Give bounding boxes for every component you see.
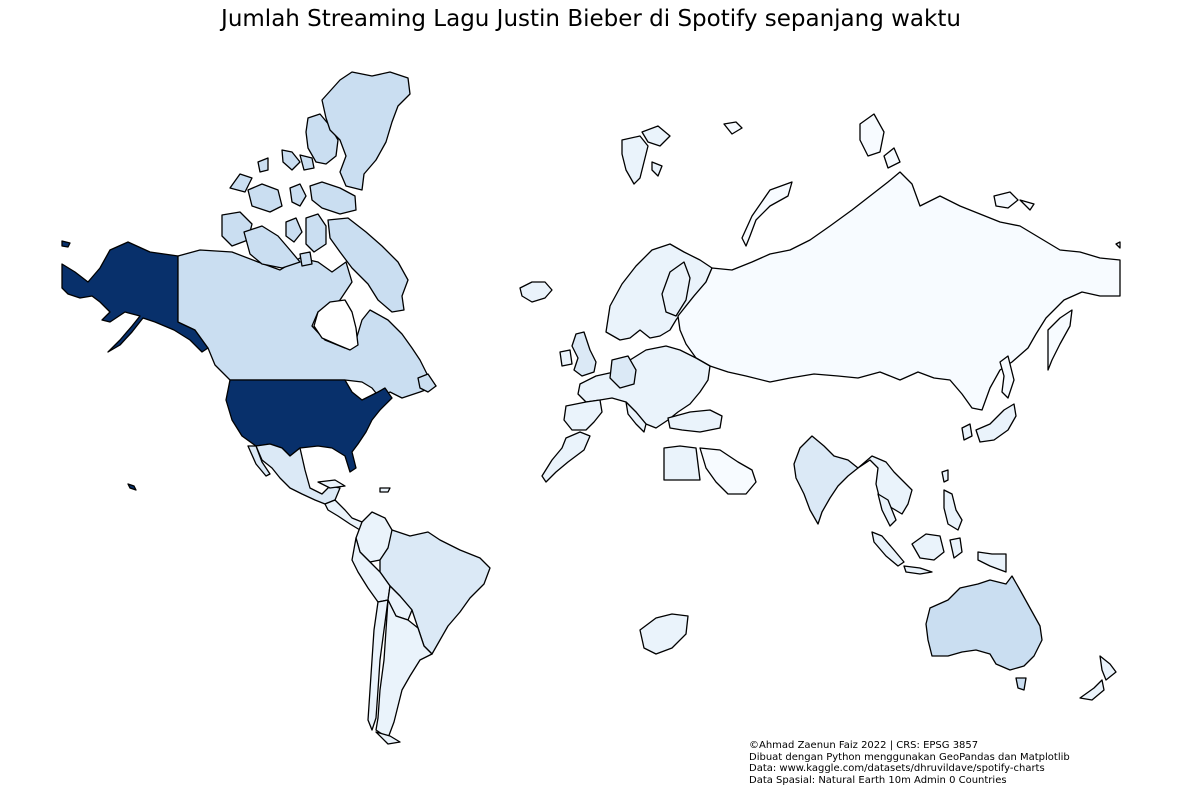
region-svalbard — [621, 135, 649, 185]
region-canada-arctic-8 — [309, 181, 357, 215]
region-severnaya — [859, 113, 885, 157]
region-russia[interactable] — [677, 171, 1121, 411]
region-alaska[interactable] — [61, 241, 209, 353]
region-borneo — [911, 533, 945, 561]
region-spain[interactable] — [563, 399, 603, 431]
region-svalbard-2 — [641, 125, 671, 147]
region-canada-arctic-14 — [299, 251, 313, 267]
region-ireland — [559, 349, 573, 367]
region-franz-josef — [723, 121, 743, 135]
region-canada-arctic-5 — [281, 149, 301, 171]
region-severnaya-2 — [883, 147, 901, 169]
region-tasmania — [1015, 677, 1027, 691]
region-canada-arctic-7 — [289, 183, 307, 207]
region-southeast-asia[interactable] — [857, 455, 913, 515]
region-philippines[interactable] — [943, 489, 963, 531]
region-new-zealand[interactable] — [1099, 655, 1117, 681]
region-canada-arctic-13 — [257, 157, 269, 173]
region-germany[interactable] — [609, 355, 637, 389]
region-indonesia[interactable] — [871, 531, 905, 567]
region-saudi-arabia[interactable] — [699, 447, 757, 495]
region-canada-arctic-12 — [327, 217, 409, 313]
credit-line-3: Data: www.kaggle.com/datasets/dhruvildav… — [749, 763, 1045, 774]
region-canada-arctic-6 — [299, 154, 315, 171]
map-title: Jumlah Streaming Lagu Justin Bieber di S… — [221, 6, 961, 32]
region-sakhalin — [999, 355, 1015, 399]
region-new-siberian — [993, 191, 1019, 209]
credit-line-4: Data Spasial: Natural Earth 10m Admin 0 … — [749, 774, 1007, 786]
region-canada-arctic-11 — [305, 213, 327, 253]
region-mexico[interactable] — [255, 443, 341, 505]
region-tierra-del-fuego — [375, 731, 401, 745]
region-united-states[interactable] — [225, 379, 393, 473]
region-morocco[interactable] — [541, 431, 591, 483]
region-india[interactable] — [793, 435, 859, 525]
region-new-siberian-2 — [1019, 199, 1035, 211]
region-canada-arctic-4 — [229, 173, 253, 193]
region-malaysia — [877, 493, 897, 527]
region-finland — [661, 261, 691, 317]
region-cuba — [317, 479, 346, 489]
region-caribbean — [379, 487, 391, 493]
region-hudson-bay — [313, 299, 359, 351]
region-iceland[interactable] — [519, 281, 553, 303]
region-kamchatka — [1047, 309, 1073, 371]
region-canada-arctic-3 — [247, 183, 283, 213]
map-credits: ©Ahmad Zaenun Faiz 2022 | CRS: EPSG 3857… — [749, 740, 1070, 786]
region-europe[interactable] — [577, 345, 711, 429]
region-alaska-islands — [61, 240, 71, 248]
region-taiwan — [941, 469, 949, 483]
region-new-zealand-south — [1079, 679, 1105, 701]
region-novaya-zemlya — [741, 181, 793, 247]
region-sulawesi — [949, 537, 963, 559]
region-south-africa[interactable] — [639, 613, 689, 655]
region-new-guinea — [977, 551, 1007, 573]
region-egypt[interactable] — [663, 445, 701, 481]
region-canada-arctic-10 — [285, 217, 303, 243]
region-kyushu — [961, 423, 973, 441]
region-italy — [625, 401, 647, 433]
region-newfoundland — [417, 373, 437, 393]
region-united-kingdom[interactable] — [571, 331, 597, 377]
region-canada-arctic-2 — [243, 225, 301, 269]
region-hawaii — [127, 483, 137, 491]
region-japan[interactable] — [975, 403, 1017, 443]
region-svalbard-3 — [651, 161, 663, 177]
region-greenland[interactable] — [321, 71, 411, 191]
region-java — [903, 565, 933, 575]
region-turkey[interactable] — [667, 409, 723, 433]
region-chile[interactable] — [367, 599, 389, 731]
region-australia[interactable] — [925, 575, 1043, 671]
region-wrangel — [1115, 241, 1121, 249]
credit-line-1: ©Ahmad Zaenun Faiz 2022 | CRS: EPSG 3857 — [749, 740, 979, 751]
credit-line-2: Dibuat dengan Python menggunakan GeoPand… — [749, 751, 1070, 763]
region-argentina[interactable] — [375, 599, 433, 739]
region-baja — [247, 445, 271, 477]
